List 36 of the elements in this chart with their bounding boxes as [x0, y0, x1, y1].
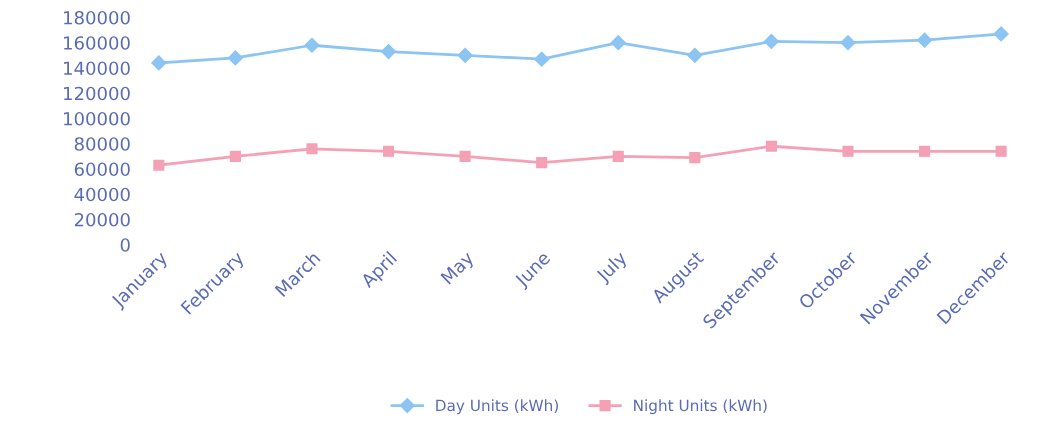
point: [382, 145, 395, 157]
point: [840, 35, 856, 51]
point: [842, 145, 854, 157]
y-tick-label: 60000: [74, 162, 130, 177]
point: [227, 50, 243, 66]
point: [916, 32, 933, 48]
point: [151, 55, 167, 71]
y-tick-label: 120000: [64, 86, 130, 101]
y-tick-label: 160000: [64, 36, 130, 50]
y-tick-label: 20000: [74, 212, 130, 227]
point: [229, 150, 241, 162]
point: [306, 143, 318, 155]
point: [610, 35, 626, 51]
point: [304, 37, 320, 53]
point: [612, 150, 624, 162]
y-tick-label: 40000: [74, 187, 130, 202]
point: [765, 140, 777, 152]
y-tick-label: 180000: [64, 10, 130, 25]
point: [153, 159, 165, 171]
y-tick-label: 140000: [64, 61, 130, 76]
y-tick-label: 100000: [64, 111, 130, 126]
point: [918, 145, 931, 157]
point: [995, 145, 1007, 157]
legend-label: Day Units (kWh): [436, 399, 558, 415]
point: [763, 33, 779, 50]
point: [534, 51, 550, 67]
point: [689, 152, 701, 164]
point: [459, 150, 471, 162]
point: [536, 157, 548, 169]
point: [380, 43, 397, 60]
point: [687, 47, 703, 63]
point: [457, 47, 473, 63]
legend-label: Night Units (kWh): [634, 399, 767, 415]
y-tick-label: 80000: [74, 137, 130, 151]
y-tick-label: 0: [120, 238, 130, 252]
point: [993, 26, 1009, 42]
